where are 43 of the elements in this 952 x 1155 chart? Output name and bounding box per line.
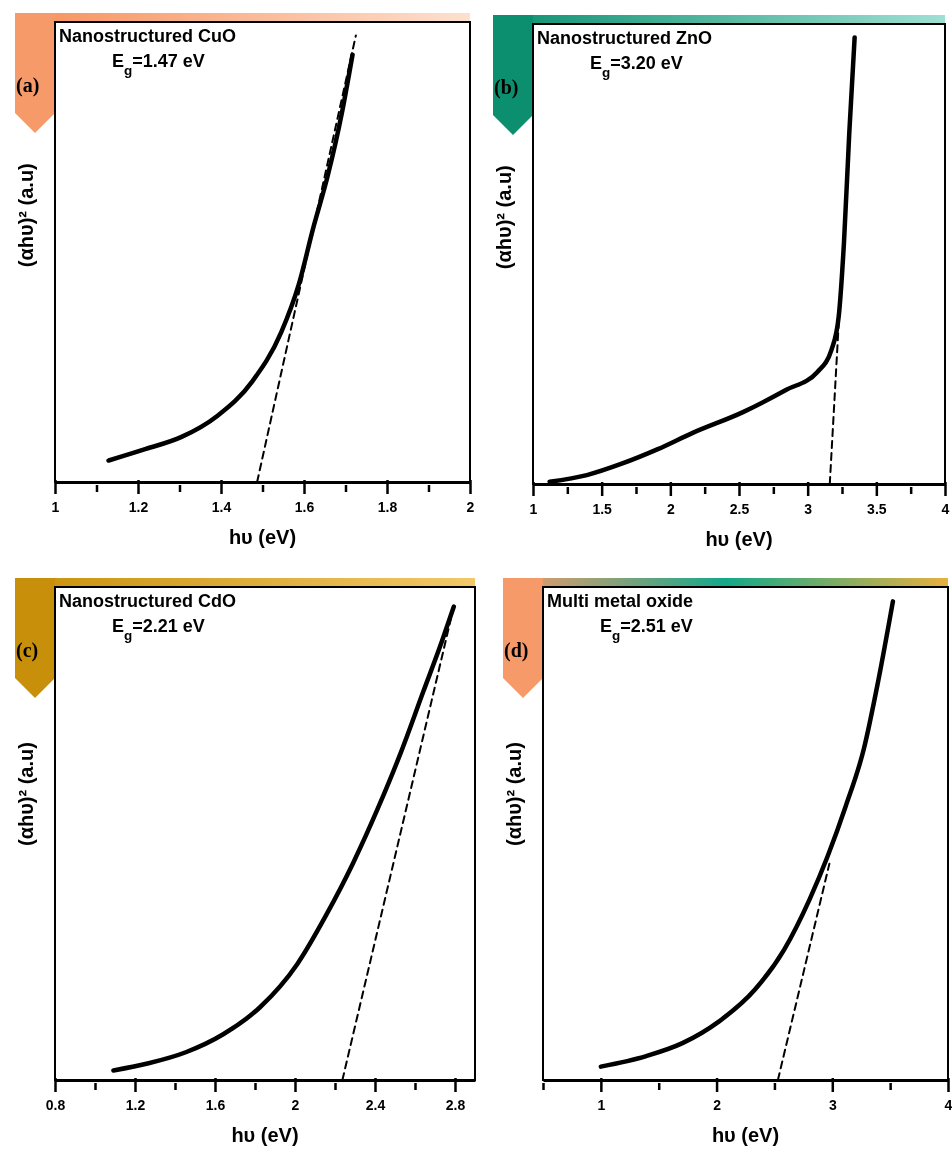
x-axis-title: hυ (eV) (705, 528, 773, 550)
chart-title: Multi metal oxide (547, 591, 694, 611)
x-tick-label: 1.8 (377, 499, 398, 515)
x-tick-label: 2 (466, 499, 475, 515)
text: (a) (16, 74, 40, 97)
x-axis-title: hυ (eV) (228, 526, 297, 548)
y-axis-title: (αhυ)² (a.u) (493, 165, 515, 270)
x-tick-label: 1 (51, 499, 60, 515)
x-tick-label: 1.4 (211, 499, 232, 515)
text: (c) (16, 639, 39, 662)
chart-title: Nanostructured CdO (59, 591, 237, 611)
x-axis-title: hυ (eV) (711, 1124, 780, 1146)
chart-title: Nanostructured ZnO (537, 28, 713, 48)
x-tick-label: 4 (941, 501, 950, 517)
annotation: E$_{g}$=2.21 eV (112, 616, 205, 643)
x-tick-label: 1 (529, 501, 538, 517)
y-axis-title: (αhυ)² (a.u) (15, 163, 37, 268)
x-tick-label: 1.5 (592, 501, 613, 517)
y-axis-title: (αhυ)² (a.u) (503, 742, 525, 847)
x-tick-label: 3.5 (867, 501, 887, 517)
x-tick-label: 2.5 (729, 501, 750, 517)
annotation: E$_{g}$=3.20 eV (590, 53, 683, 80)
x-axis-title: hυ (eV) (231, 1124, 299, 1146)
x-tick-label: 2.4 (365, 1097, 386, 1113)
x-tick-label: 2 (291, 1097, 300, 1113)
x-tick-label: 4 (944, 1097, 952, 1113)
x-tick-label: 1.6 (294, 499, 315, 515)
annotation: E$_{g}$=2.51 eV (600, 616, 693, 643)
x-tick-label: 3 (804, 501, 813, 517)
x-tick-label: 1.2 (125, 1097, 146, 1113)
chart-title: Nanostructured CuO (59, 26, 237, 46)
x-tick-label: 1 (597, 1097, 606, 1113)
x-tick-label: 2.8 (445, 1097, 466, 1113)
x-tick-label: 2 (666, 501, 675, 517)
x-tick-label: 0.8 (45, 1097, 66, 1113)
x-tick-label: 1.6 (205, 1097, 226, 1113)
annotation: E$_{g}$=1.47 eV (112, 51, 205, 78)
x-tick-label: 1.2 (128, 499, 149, 515)
x-tick-label: 2 (713, 1097, 722, 1113)
text: (d) (504, 639, 529, 662)
x-tick-label: 3 (828, 1097, 837, 1113)
y-axis-title: (αhυ)² (a.u) (15, 742, 37, 847)
text: (b) (494, 76, 519, 99)
